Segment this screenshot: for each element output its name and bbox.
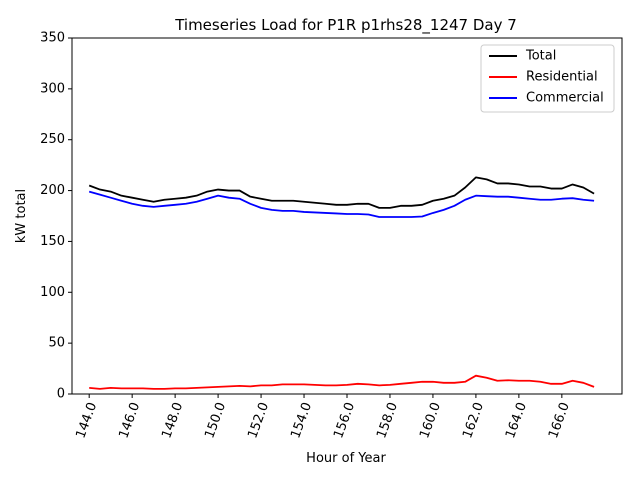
y-axis-label: kW total [14,189,29,243]
legend-items: Total Residential Commercial [489,49,604,106]
x-tick-label: 148.0 [159,400,186,440]
y-tick-label: 350 [40,31,65,46]
x-tick-label: 156.0 [331,400,358,440]
series-line-total [88,176,595,209]
y-tick-label: 100 [40,285,65,300]
legend-label-residential: Residential [526,70,598,85]
x-tick-label: 160.0 [417,400,444,440]
legend-label-total: Total [525,49,556,64]
x-axis-label: Hour of Year [306,451,386,466]
y-tick-label: 50 [48,336,65,351]
x-tick-label: 154.0 [288,400,315,440]
legend-box [480,44,615,113]
y-tick-label: 300 [40,81,65,96]
series-layer [88,176,595,390]
x-tick-label: 152.0 [245,400,272,440]
x-tick-label: 158.0 [374,400,401,440]
y-tick-label: 150 [40,234,65,249]
series-line-residential [89,374,595,390]
x-tick-label: 144.0 [73,400,100,440]
y-tick-label: 0 [57,387,65,402]
y-tick-label: 200 [40,183,65,198]
x-tick-label: 164.0 [503,400,530,440]
x-tick-label: 146.0 [116,400,143,440]
y-tick-label: 250 [40,132,65,147]
series-line-commercial [88,190,595,218]
x-axis-ticks: 144.0 146.0 148.0 150.0 152.0 154.0 156.0 158.0… [73,394,573,441]
x-tick-label: 166.0 [546,400,573,440]
y-axis-ticks: 0 50 100 150 200 250 300 350 [40,31,72,402]
legend: Total Residential Commercial [480,44,615,113]
x-tick-label: 150.0 [202,400,229,440]
legend-label-commercial: Commercial [526,91,604,106]
chart-title: Timeseries Load for P1R p1rhs28_1247 Day… [174,16,517,35]
x-tick-label: 162.0 [460,400,487,440]
